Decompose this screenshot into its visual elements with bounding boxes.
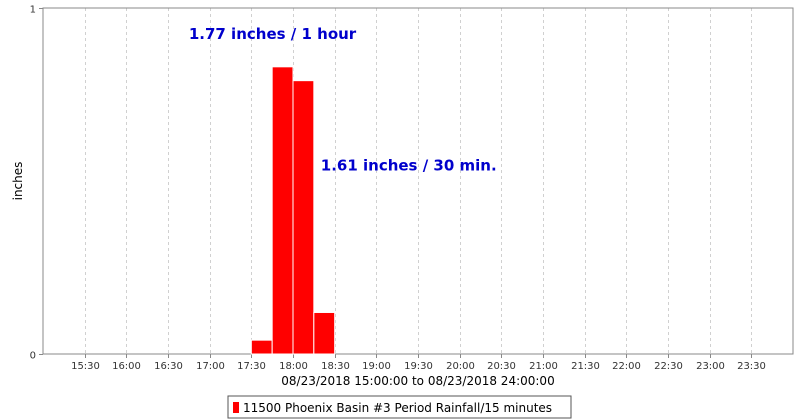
legend-label: 11500 Phoenix Basin #3 Period Rainfall/1…: [243, 401, 552, 415]
y-tick-label: 1: [30, 5, 36, 16]
bar: [313, 311, 336, 355]
legend-box: [227, 395, 572, 419]
bar: [292, 80, 315, 355]
x-axis-label: 08/23/2018 15:00:00 to 08/23/2018 24:00:…: [281, 374, 554, 388]
x-tick-label: 17:30: [237, 361, 266, 372]
y-axis-label: inches: [11, 162, 25, 201]
x-tick-label: 18:00: [279, 361, 308, 372]
x-tick-label: 23:30: [737, 361, 766, 372]
x-axis-ticks: 15:30 16:00 16:30 17:00 17:30 18:00 18:30 19:00…: [71, 354, 766, 372]
x-tick-label: 20:00: [446, 361, 475, 372]
legend: 11500 Phoenix Basin #3 Period Rainfall/1…: [227, 395, 572, 419]
x-tick-label: 21:30: [571, 361, 600, 372]
x-tick-label: 22:30: [654, 361, 683, 372]
x-tick-label: 18:30: [321, 361, 350, 372]
annotation-label: 1.61 inches / 30 min.: [321, 157, 497, 175]
x-tick-label: 17:00: [196, 361, 225, 372]
y-axis-ticks: 01: [30, 5, 43, 362]
x-tick-label: 19:30: [404, 361, 433, 372]
x-tick-label: 16:30: [154, 361, 183, 372]
legend-swatch: [233, 402, 239, 413]
annotation-label: 1.77 inches / 1 hour: [189, 25, 357, 43]
x-tick-label: 21:00: [529, 361, 558, 372]
x-tick-label: 20:30: [487, 361, 516, 372]
bar: [271, 66, 294, 355]
bar: [250, 339, 273, 355]
x-tick-label: 16:00: [112, 361, 141, 372]
x-tick-label: 19:00: [362, 361, 391, 372]
annotations: 1.77 inches / 1 hour 1.61 inches / 30 min…: [189, 25, 497, 174]
vertical-gridlines: [85, 8, 752, 354]
x-tick-label: 22:00: [612, 361, 641, 372]
y-tick-label: 0: [30, 351, 36, 362]
x-tick-label: 23:00: [696, 361, 725, 372]
bars: [250, 66, 336, 355]
x-tick-label: 15:30: [71, 361, 100, 372]
